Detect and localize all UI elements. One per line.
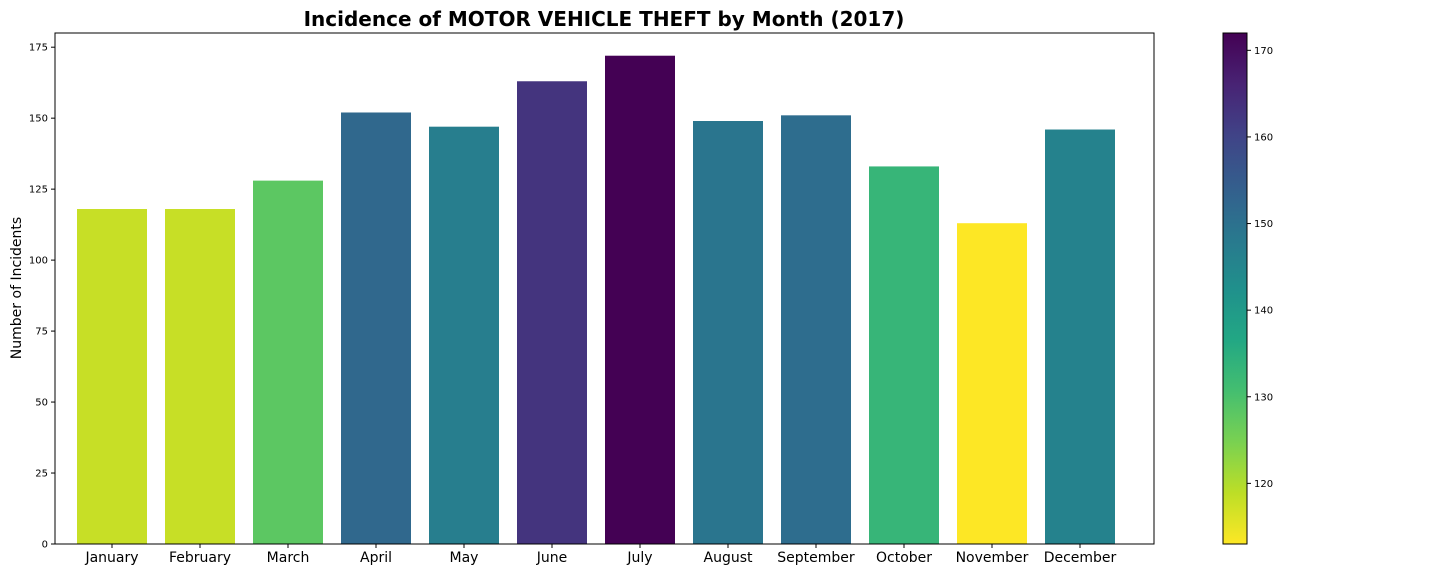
y-axis-label: Number of Incidents (9, 217, 25, 359)
bar-april (341, 112, 411, 544)
bar-november (957, 223, 1027, 544)
y-tick-label: 50 (35, 398, 48, 409)
y-tick-label: 25 (35, 469, 48, 480)
plot-frame (54, 32, 1155, 545)
bars-layer (77, 55, 1115, 545)
colorbar-tick-label: 150 (1254, 219, 1273, 230)
bar-august (693, 121, 763, 544)
y-tick-label: 125 (29, 185, 48, 196)
x-tick-label: April (360, 550, 392, 566)
y-tick-label: 150 (29, 114, 48, 125)
x-tick-label: December (1044, 550, 1117, 566)
x-tick-label: July (626, 550, 652, 566)
bar-december (1045, 129, 1115, 544)
y-axis: 0 25 50 75 100 125 150 175 (29, 43, 55, 551)
colorbar-tick-label: 140 (1254, 306, 1273, 317)
y-tick-label: 0 (42, 540, 48, 551)
bar-may (429, 126, 499, 544)
colorbar-tick-label: 170 (1254, 46, 1273, 57)
x-tick-label: May (450, 550, 479, 566)
x-tick-label: February (169, 550, 231, 566)
x-tick-label: March (267, 550, 310, 566)
colorbar-axis: 120 130 140 150 160 170 (1247, 46, 1273, 490)
bar-june (517, 81, 587, 544)
x-tick-label: June (536, 550, 568, 566)
bar-february (165, 209, 235, 544)
colorbar (1222, 32, 1248, 545)
y-tick-label: 175 (29, 43, 48, 54)
bar-october (869, 166, 939, 544)
colorbar-tick-label: 130 (1254, 392, 1273, 403)
x-axis: January February March April May June July Augu… (84, 544, 1117, 566)
x-tick-label: August (704, 550, 754, 566)
colorbar-tick-label: 120 (1254, 479, 1273, 490)
bar-january (77, 209, 147, 544)
bar-july (605, 55, 675, 544)
x-tick-label: January (84, 550, 138, 566)
y-tick-label: 100 (29, 256, 48, 267)
bar-september (781, 115, 851, 545)
y-tick-label: 75 (35, 327, 48, 338)
bar-march (253, 180, 323, 544)
chart-title: Incidence of MOTOR VEHICLE THEFT by Mont… (304, 7, 905, 31)
colorbar-tick-label: 160 (1254, 132, 1273, 143)
x-tick-label: September (777, 550, 855, 566)
x-tick-label: October (876, 550, 932, 566)
x-tick-label: November (956, 550, 1029, 566)
